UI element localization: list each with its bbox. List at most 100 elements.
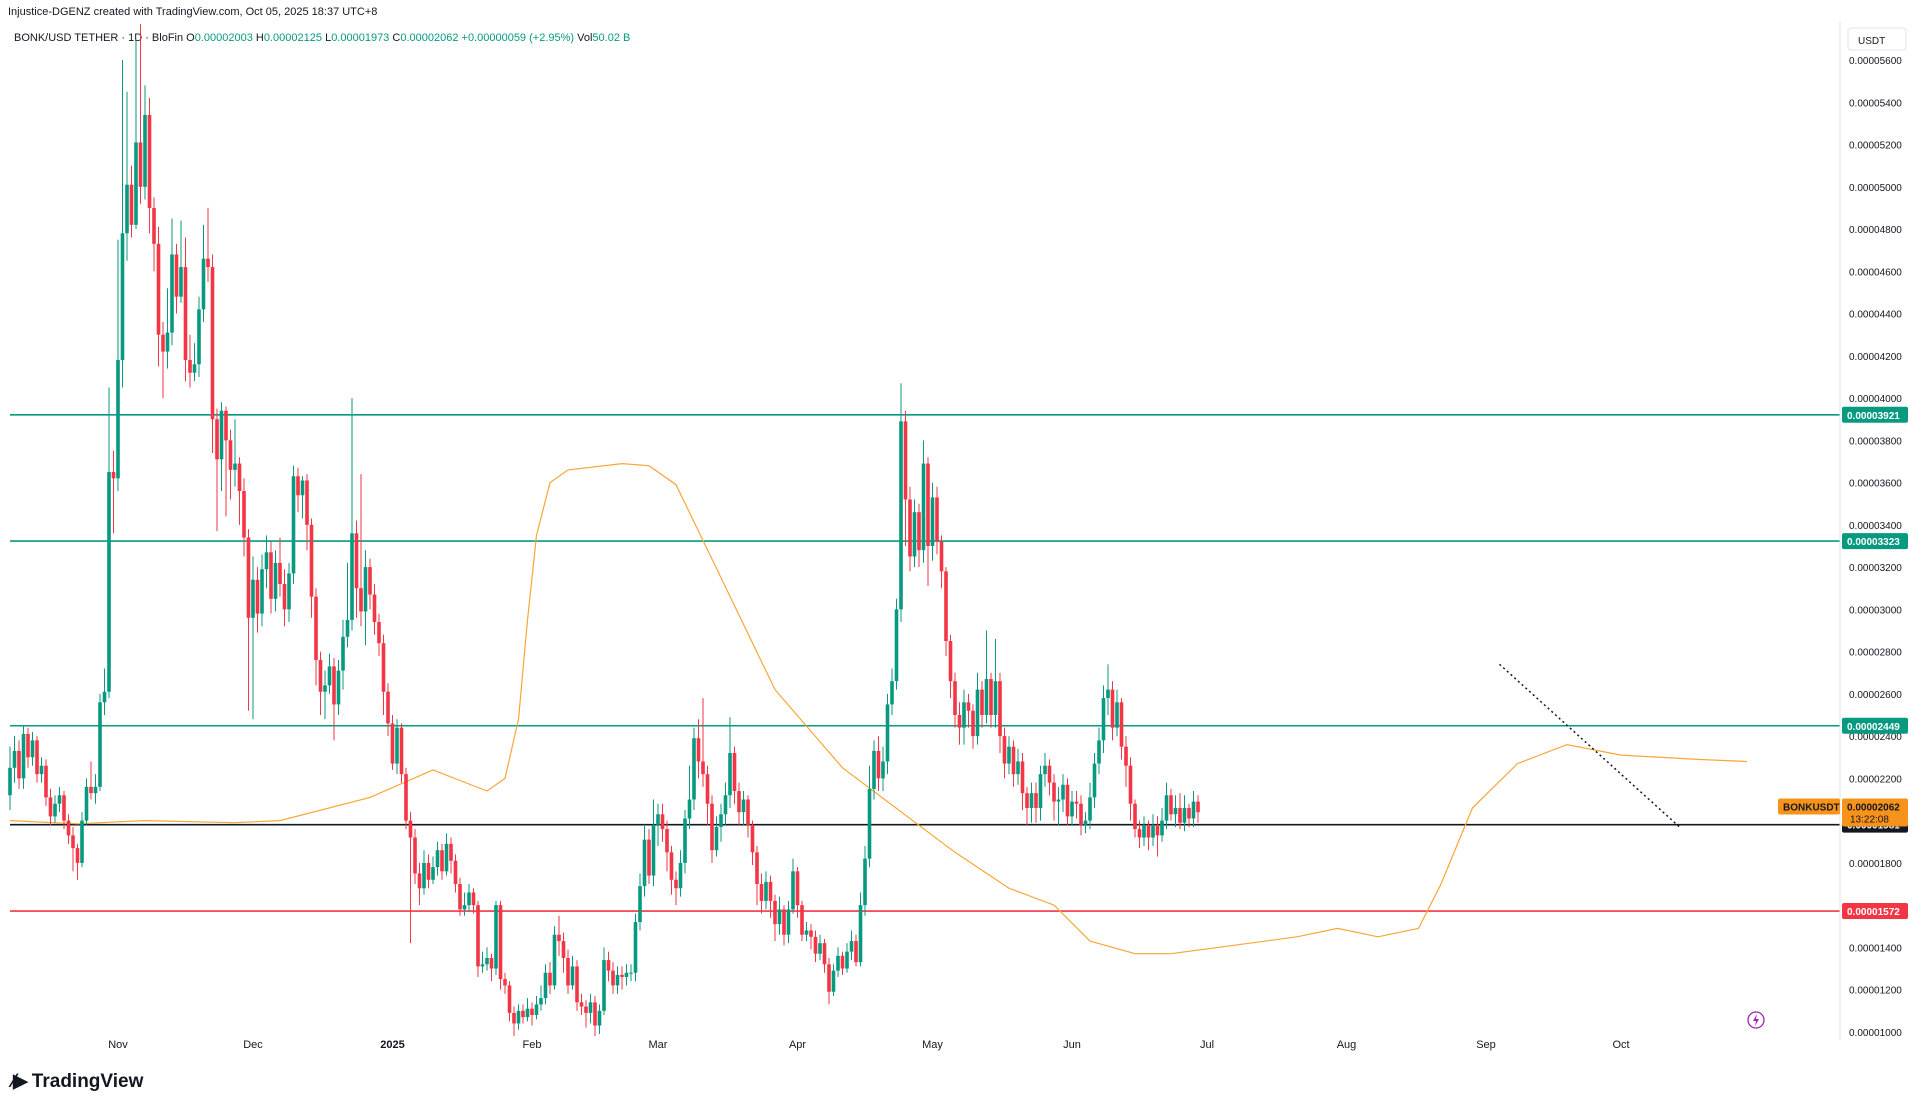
- candle-body: [75, 848, 80, 863]
- price-axis[interactable]: USDT 0.00005600 0.00005400 0.00005200 0.000…: [1839, 22, 1907, 1040]
- candle: [98, 693, 102, 792]
- candle: [489, 953, 494, 982]
- candle-body: [831, 970, 836, 992]
- candle-body: [422, 862, 426, 889]
- lightning-icon[interactable]: [1747, 1011, 1765, 1029]
- candle: [1029, 782, 1034, 823]
- candle-body: [957, 714, 962, 728]
- candle-body: [1020, 761, 1025, 794]
- time-axis[interactable]: Nov Dec 2025 Feb Mar Apr May Jun Jul Aug Sep Oct: [108, 1039, 1629, 1051]
- candle-body: [156, 243, 161, 335]
- price-tick-label: 0.00004600: [1849, 267, 1902, 278]
- high-value: 0.00002125: [263, 32, 322, 44]
- candle-body: [143, 114, 147, 187]
- candle: [665, 820, 669, 872]
- close-label: C: [392, 32, 401, 44]
- candle-body: [1056, 799, 1061, 802]
- candle-body: [552, 934, 557, 986]
- time-tick-label: Aug: [1337, 1039, 1357, 1051]
- price-tick-label: 0.00001000: [1849, 1028, 1902, 1039]
- candle: [467, 884, 471, 912]
- candle: [800, 900, 804, 942]
- candle-body: [354, 533, 359, 589]
- candle-body: [273, 562, 278, 599]
- candle: [953, 672, 957, 728]
- candle: [408, 812, 413, 944]
- candle-body: [1097, 740, 1101, 764]
- candle: [534, 995, 539, 1020]
- candle-body: [1101, 698, 1106, 741]
- currency-box[interactable]: [1847, 27, 1907, 51]
- candle: [327, 653, 332, 694]
- candle-body: [48, 797, 53, 817]
- time-tick-label: Apr: [789, 1039, 806, 1051]
- candle-body: [908, 499, 912, 557]
- candle-body: [282, 583, 287, 610]
- candle-body: [903, 421, 908, 500]
- candle-body: [377, 622, 381, 644]
- candle-body: [116, 360, 120, 479]
- candle-body: [755, 852, 759, 885]
- candle: [822, 938, 827, 973]
- candle: [1025, 786, 1029, 825]
- candle: [939, 535, 944, 589]
- candle-body: [683, 818, 687, 863]
- candle: [1191, 791, 1196, 827]
- candle-body: [125, 184, 129, 234]
- candle-body: [332, 666, 336, 705]
- candle: [786, 900, 791, 944]
- candle-body: [444, 843, 449, 872]
- candle: [1016, 748, 1020, 785]
- candle-body: [530, 1008, 534, 1015]
- moving-average-line: [9, 462, 1748, 955]
- candle-body: [611, 970, 615, 986]
- candle: [413, 829, 417, 885]
- candle-body: [174, 254, 179, 297]
- candle: [926, 457, 930, 587]
- candle: [1196, 795, 1200, 823]
- candle-body: [930, 497, 935, 546]
- candle-body: [134, 142, 138, 225]
- candle: [318, 651, 323, 715]
- candle: [210, 254, 215, 454]
- candle: [134, 38, 138, 230]
- candle: [336, 660, 341, 715]
- candle-body: [1092, 763, 1097, 798]
- candle: [458, 877, 462, 916]
- candle: [1124, 736, 1128, 787]
- candle-body: [39, 765, 44, 775]
- candle: [1178, 793, 1182, 830]
- candle-body: [228, 440, 233, 470]
- candle: [53, 795, 57, 823]
- candle-body: [21, 734, 26, 779]
- candle: [251, 556, 255, 720]
- candle-body: [921, 463, 926, 551]
- candle: [993, 638, 998, 728]
- candle-body: [584, 1006, 588, 1013]
- candle: [732, 746, 737, 804]
- level-price-label: 0.00003921: [1847, 411, 1900, 422]
- candle-body: [1025, 793, 1029, 808]
- candle-body: [197, 309, 201, 365]
- candle-body: [638, 886, 642, 923]
- candle: [755, 845, 759, 906]
- candle: [525, 998, 530, 1022]
- candle-body: [1052, 782, 1056, 802]
- candle: [129, 165, 134, 238]
- candle: [885, 693, 890, 775]
- candle: [858, 892, 863, 967]
- candle-body: [1119, 702, 1124, 747]
- tradingview-logo[interactable]: ⁄▶ TradingView: [12, 1070, 143, 1093]
- candle-body: [251, 579, 255, 618]
- level-price-badge: [1842, 903, 1908, 920]
- candle: [17, 740, 21, 789]
- candle: [773, 894, 777, 942]
- candle-body: [989, 679, 993, 715]
- candle-body: [557, 934, 561, 942]
- candle-body: [260, 569, 264, 614]
- price-tick-label: 0.00004200: [1849, 352, 1902, 363]
- candle-body: [179, 267, 183, 297]
- candle-body: [440, 850, 444, 872]
- candle: [138, 24, 143, 204]
